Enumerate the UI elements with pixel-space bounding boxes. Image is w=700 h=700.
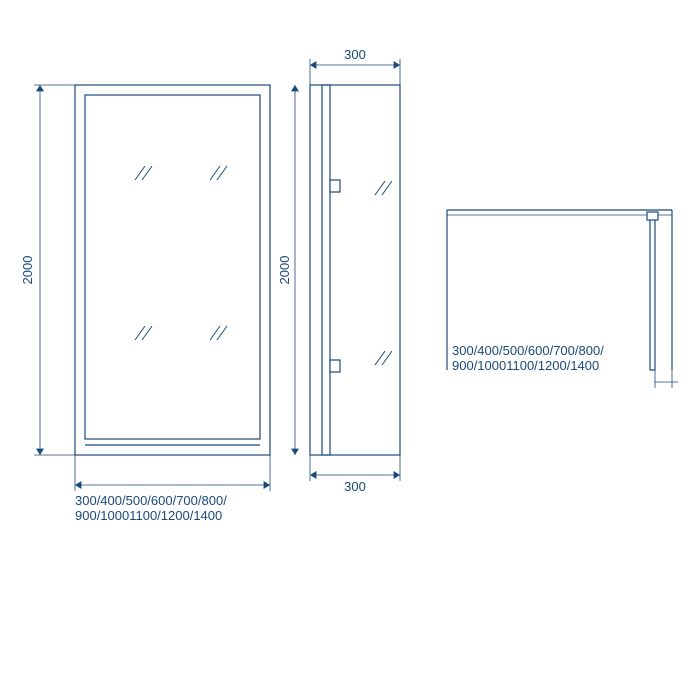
top-width-label: 300/400/500/600/700/800/900/10001100/120…: [452, 343, 604, 373]
side-bottom-label: 300: [344, 479, 366, 494]
side-view: 300 300 2000: [277, 47, 400, 494]
side-height-label: 2000: [277, 256, 292, 285]
front-view: 2000 300/400/500/600/700/800/900/10001100…: [20, 85, 270, 523]
front-height-label: 2000: [20, 256, 35, 285]
technical-drawing: 2000 300/400/500/600/700/800/900/10001100…: [0, 0, 700, 700]
front-width-label: 300/400/500/600/700/800/900/10001100/120…: [75, 493, 227, 523]
side-top-label: 300: [344, 47, 366, 62]
top-view: 300/400/500/600/700/800/900/10001100/120…: [447, 210, 678, 388]
